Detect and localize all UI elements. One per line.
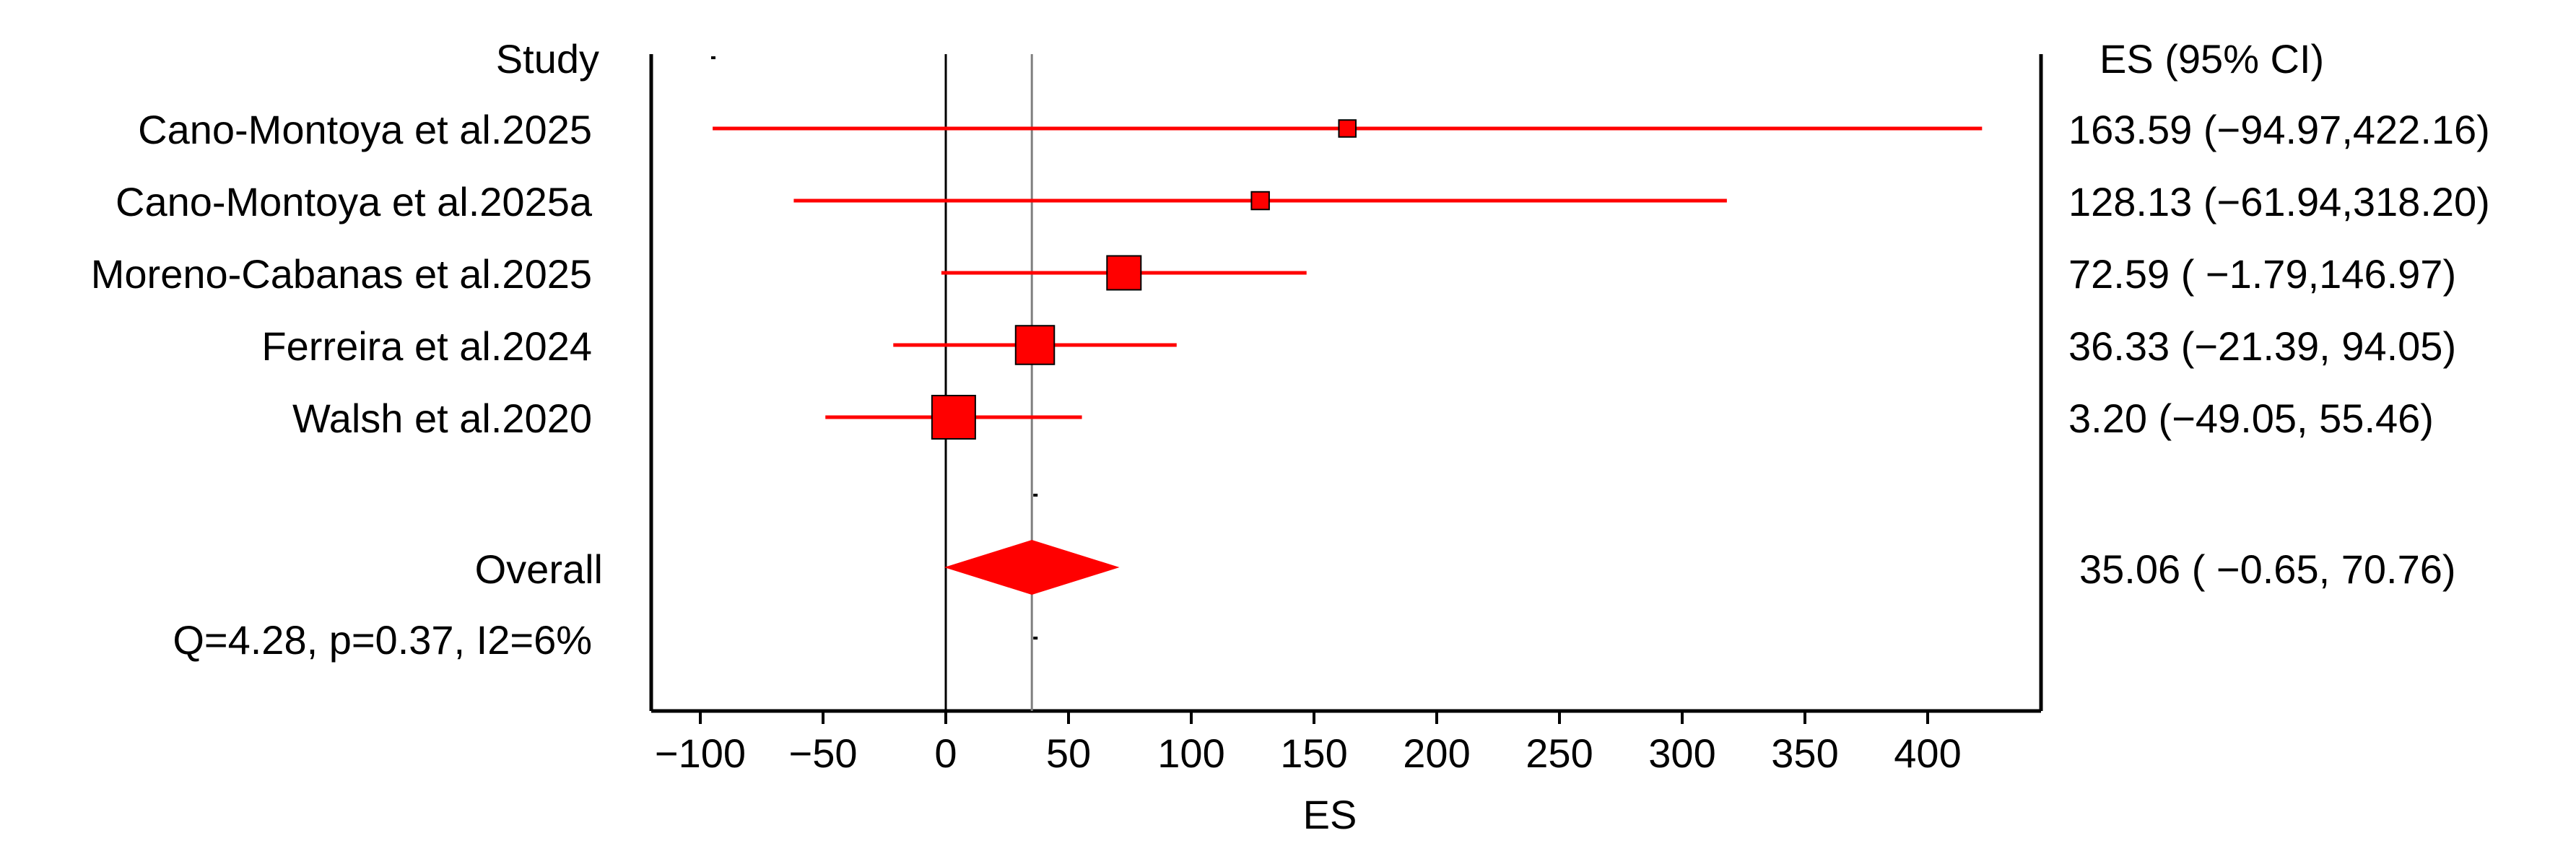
study-name: Cano-Montoya et al.2025a <box>116 179 593 224</box>
x-tick-label: 150 <box>1280 730 1347 776</box>
effect-size-marker <box>1250 191 1270 211</box>
pooled-tick-mark <box>1033 494 1038 497</box>
study-row: Ferreira et al.2024 36.33 (−21.39, 94.05) <box>261 323 2456 369</box>
heterogeneity-stats: Q=4.28, p=0.37, I2=6% <box>173 617 592 663</box>
study-name: Moreno-Cabanas et al.2025 <box>91 251 592 297</box>
plot-frame <box>649 54 2043 713</box>
effect-size-marker <box>931 395 976 440</box>
study-name: Walsh et al.2020 <box>292 396 592 441</box>
study-estimate: 163.59 (−94.97,422.16) <box>2068 107 2490 152</box>
study-estimate: 72.59 ( −1.79,146.97) <box>2068 251 2456 297</box>
x-tick-label: −50 <box>789 730 858 776</box>
effect-size-marker <box>1014 325 1056 365</box>
overall-label: Overall <box>475 546 603 592</box>
x-tick-label: 350 <box>1771 730 1838 776</box>
x-axis-title: ES <box>1303 792 1357 837</box>
x-tick-label: 400 <box>1894 730 1961 776</box>
study-estimate: 36.33 (−21.39, 94.05) <box>2068 323 2456 369</box>
study-name: Cano-Montoya et al.2025 <box>138 107 592 152</box>
reference-lines <box>711 54 1038 711</box>
header-tick-mark <box>711 56 715 59</box>
x-tick-label: 300 <box>1648 730 1715 776</box>
study-row: Cano-Montoya et al.2025 163.59 (−94.97,42… <box>138 107 2490 152</box>
study-estimate: 3.20 (−49.05, 55.46) <box>2068 396 2434 441</box>
x-tick-label: 200 <box>1403 730 1470 776</box>
study-rows: Cano-Montoya et al.2025 163.59 (−94.97,42… <box>91 107 2490 441</box>
x-tick-label: −100 <box>655 730 746 776</box>
study-row: Moreno-Cabanas et al.2025 72.59 ( −1.79,1… <box>91 251 2456 297</box>
header-study: Study <box>496 36 599 82</box>
study-estimate: 128.13 (−61.94,318.20) <box>2068 179 2490 224</box>
overall-estimate-label: 35.06 ( −0.65, 70.76) <box>2079 546 2456 592</box>
study-row: Walsh et al.2020 3.20 (−49.05, 55.46) <box>292 395 2434 441</box>
pooled-tick-mark <box>1033 637 1038 640</box>
pooled-estimate <box>944 540 1120 595</box>
study-name: Ferreira et al.2024 <box>261 323 592 369</box>
effect-size-marker <box>1106 255 1142 291</box>
x-tick-label: 0 <box>934 730 957 776</box>
effect-size-marker <box>1338 119 1357 138</box>
header-estimate: ES (95% CI) <box>2099 36 2324 82</box>
x-axis: −100 −50 0 50 100 150 200 250 300 350 400 <box>655 711 1962 776</box>
x-tick-label: 100 <box>1157 730 1224 776</box>
study-row: Cano-Montoya et al.2025a 128.13 (−61.94,3… <box>116 179 2490 224</box>
x-tick-label: 50 <box>1046 730 1091 776</box>
overall-diamond <box>944 540 1120 595</box>
x-tick-label: 250 <box>1526 730 1593 776</box>
